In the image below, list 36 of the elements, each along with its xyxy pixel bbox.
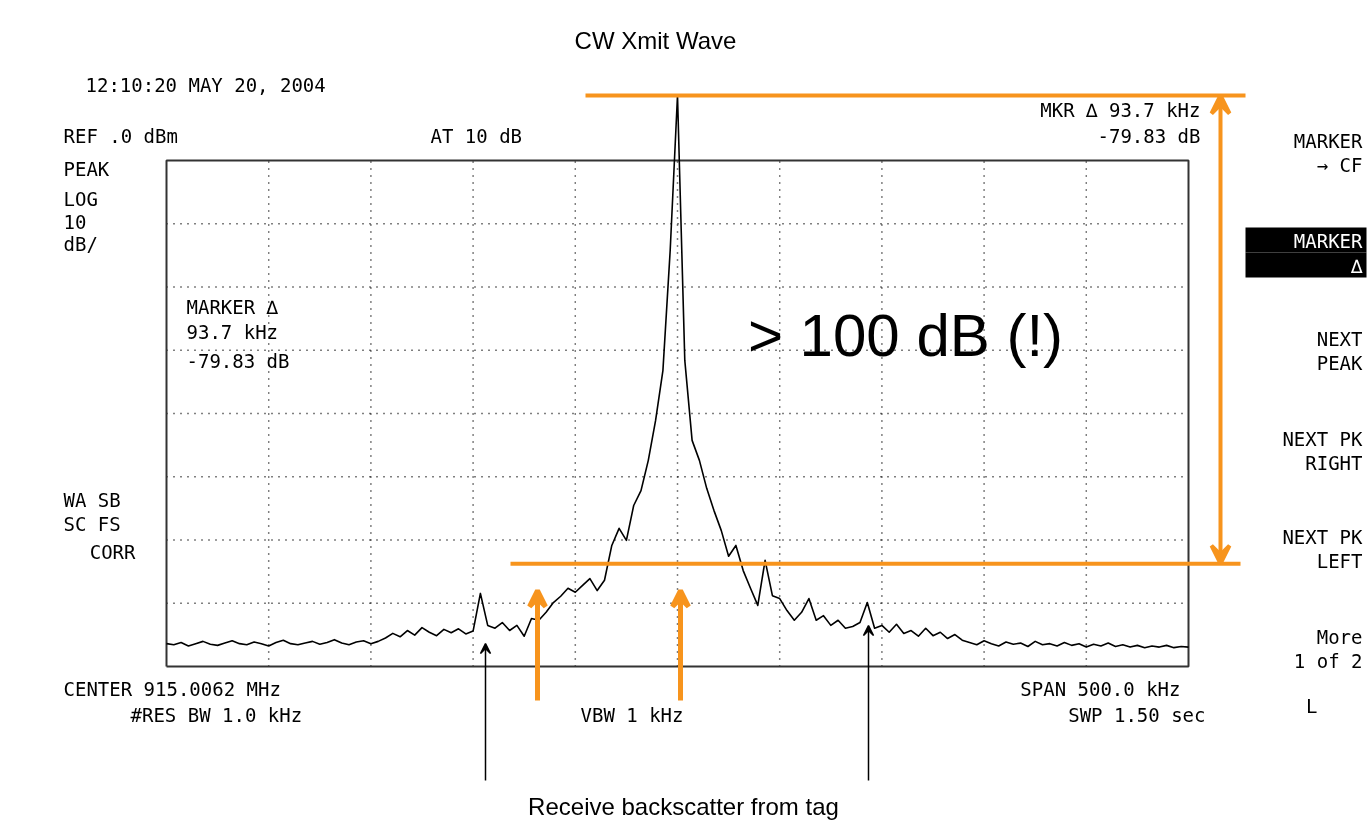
chart-title: CW Xmit Wave (574, 27, 737, 54)
text: LOG (63, 187, 98, 210)
annotation: MARKER ∆ (186, 295, 279, 318)
text: SWP 1.50 sec (1068, 703, 1206, 726)
text: VBW 1 kHz (580, 703, 684, 726)
annotation: AT 10 dB (430, 124, 523, 147)
text: SPAN 500.0 kHz (1020, 677, 1181, 700)
text: CENTER 915.0062 MHz (63, 677, 281, 700)
text: → CF (1316, 153, 1363, 176)
annotation: -79.83 dB (1097, 124, 1201, 147)
annotation: REF .0 dBm (63, 124, 178, 147)
text: ∆ (1350, 254, 1364, 277)
text: Receive backscatter from tag (528, 793, 839, 820)
annotation: 93.7 kHz (186, 320, 279, 343)
annotation: 12:10:20 MAY 20, 2004 (85, 73, 326, 96)
text: SC FS (63, 512, 121, 535)
text: RIGHT (1305, 451, 1363, 474)
text: NEXT PK (1282, 525, 1364, 548)
text: More (1316, 625, 1363, 648)
text: MARKER (1293, 229, 1364, 252)
text: NEXT (1316, 327, 1363, 350)
annotation: MKR ∆ 93.7 kHz (1040, 98, 1201, 121)
text: PEAK (63, 157, 110, 180)
text: LEFT (1316, 549, 1363, 572)
text: dB/ (63, 232, 98, 255)
annotation: > 100 dB (!) (747, 302, 1064, 369)
text: MARKER (1293, 129, 1364, 152)
text: PEAK (1316, 351, 1364, 374)
annotation: -79.83 dB (186, 349, 290, 372)
text: 10 (63, 210, 87, 233)
text: NEXT PK (1282, 427, 1364, 450)
text: 1 of 2 (1293, 649, 1363, 672)
text: #RES BW 1.0 kHz (130, 703, 303, 726)
text: CORR (89, 540, 137, 563)
text: WA SB (63, 488, 121, 511)
text: L (1306, 694, 1318, 717)
